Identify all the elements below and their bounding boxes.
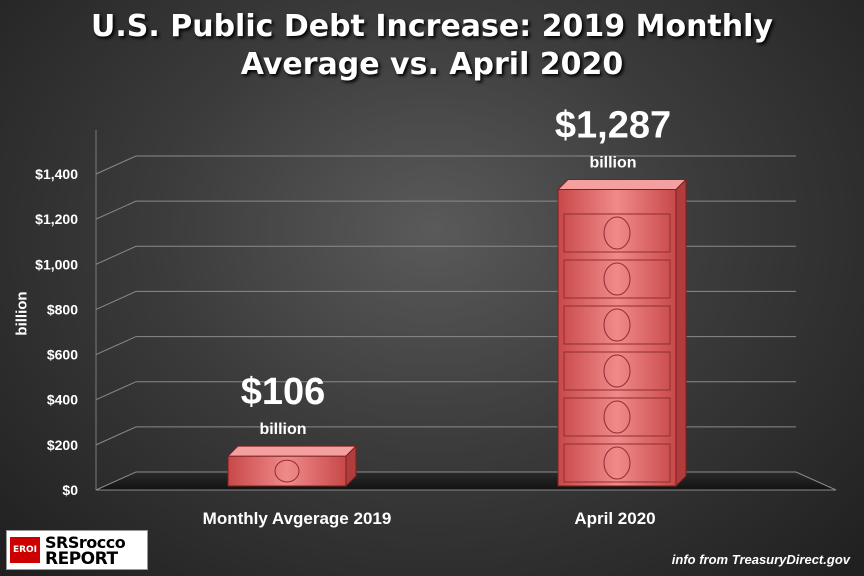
- data-label-value: $1,287: [555, 105, 671, 147]
- bar-top: [556, 179, 688, 191]
- banknote-portrait: [603, 262, 631, 296]
- gridline: [95, 290, 796, 310]
- y-tick-label: $1,400: [35, 166, 78, 182]
- source-note: info from TreasuryDirect.gov: [671, 552, 850, 567]
- banknote-portrait: [274, 459, 300, 483]
- bar: [556, 178, 688, 488]
- bar-front: [557, 189, 677, 487]
- chart-title-line2: Average vs. April 2020: [240, 47, 624, 82]
- y-tick-label: $0: [62, 482, 78, 498]
- gridline: [95, 155, 796, 175]
- banknote-outline: [563, 305, 671, 345]
- gridline: [95, 426, 796, 446]
- eroi-badge: EROI: [10, 537, 40, 563]
- gridline: [95, 336, 796, 356]
- chart-title-line1: U.S. Public Debt Increase: 2019 Monthly: [91, 9, 773, 44]
- y-tick-label: $400: [47, 392, 78, 408]
- banknote-outline: [563, 351, 671, 391]
- data-label-value: $106: [241, 371, 326, 413]
- bar-side: [345, 444, 357, 488]
- banknote-outline: [563, 213, 671, 253]
- gridline: [95, 381, 796, 401]
- bar-side: [675, 178, 687, 488]
- banknote-portrait: [603, 354, 631, 388]
- banknote-portrait: [603, 216, 631, 250]
- banknote-portrait: [603, 400, 631, 434]
- chart-floor: [95, 471, 837, 491]
- banknote-outline: [563, 259, 671, 299]
- banknote-outline: [563, 443, 671, 483]
- srsrocco-logo: EROI SRSrocco REPORT: [6, 530, 148, 570]
- x-category-label: Monthly Avgerage 2019: [203, 509, 392, 528]
- data-label-unit: billion: [259, 421, 306, 438]
- logo-text-line2: REPORT: [45, 549, 118, 569]
- logo-text-line1: SRSrocco: [45, 533, 126, 552]
- data-label-unit: billion: [589, 155, 636, 172]
- y-tick-label: $600: [47, 347, 78, 363]
- chart-title: U.S. Public Debt Increase: 2019 Monthly …: [0, 8, 864, 84]
- banknote-portrait: [603, 446, 631, 480]
- y-tick-label: $800: [47, 301, 78, 317]
- banknote-outline: [563, 397, 671, 437]
- bar-front: [227, 455, 347, 487]
- banknote-portrait: [603, 308, 631, 342]
- y-tick-label: $1,000: [35, 256, 78, 272]
- gridline: [95, 200, 796, 220]
- y-tick-label: $200: [47, 437, 78, 453]
- bar-top: [226, 445, 358, 457]
- gridline: [95, 245, 796, 265]
- x-category-label: April 2020: [574, 509, 655, 528]
- y-tick-label: $1,200: [35, 211, 78, 227]
- bar: [226, 444, 358, 488]
